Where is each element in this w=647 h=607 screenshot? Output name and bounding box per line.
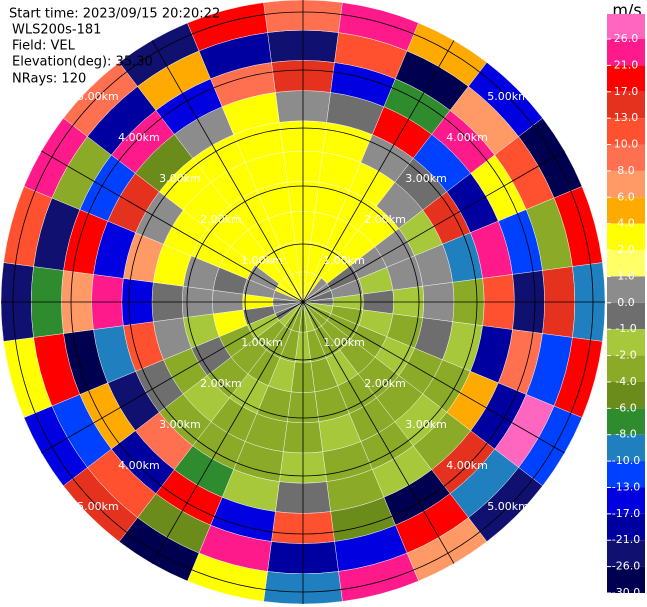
colorbar-segment	[607, 39, 645, 66]
colorbar-segment	[607, 197, 645, 224]
range-ring	[12, 11, 594, 593]
range-ring-label: 5.00km	[77, 90, 119, 103]
header-line: Start time: 2023/09/15 20:20:22	[9, 7, 220, 22]
colorbar-segment	[607, 250, 645, 277]
colorbar-tick-label: 13.0	[614, 111, 639, 124]
range-ring-label: 5.00km	[77, 500, 119, 513]
colorbar-segment	[607, 381, 645, 409]
range-ring-label: 3.00km	[159, 172, 201, 185]
colorbar-segment	[607, 513, 645, 541]
colorbar-segment	[607, 540, 645, 567]
colorbar-tick-label: 17.0	[614, 85, 639, 98]
colorbar-segment	[607, 487, 645, 514]
colorbar-tick-label: -21.0	[612, 533, 640, 546]
colorbar-tick-label: 21.0	[614, 58, 639, 71]
colorbar-tick-label: -10.0	[612, 454, 640, 467]
range-ring-label: 1.00km	[323, 336, 365, 349]
colorbar-segment	[607, 434, 645, 462]
colorbar-tick-label: 26.0	[614, 32, 639, 45]
colorbar-segment	[607, 91, 645, 119]
colorbar-segment	[607, 355, 645, 382]
range-ring-label: 5.00km	[487, 500, 529, 513]
colorbar-segment	[607, 461, 645, 488]
colorbar-tick-label: 10.0	[614, 138, 639, 151]
colorbar-tick-label: 6.0	[617, 190, 635, 203]
colorbar-tick-label: -30.0	[612, 586, 640, 599]
colorbar-tick-label: 8.0	[617, 164, 635, 177]
colorbar-tick-label: 2.0	[617, 243, 635, 256]
range-ring-label: 3.00km	[405, 418, 447, 431]
colorbar-segment	[607, 170, 645, 198]
colorbar-segment	[607, 276, 645, 303]
colorbar-tick-label: -17.0	[612, 507, 640, 520]
colorbar-tick-label: -13.0	[612, 480, 640, 493]
range-ring-label: 1.00km	[241, 254, 283, 267]
colorbar-tick-label: -26.0	[612, 560, 640, 573]
colorbar-segment	[607, 144, 645, 171]
colorbar-segment	[607, 329, 645, 356]
range-ring-label: 1.00km	[323, 254, 365, 267]
colorbar-segment	[607, 14, 645, 39]
range-ring-label: 4.00km	[118, 459, 160, 472]
colorbar-tick-label: -1.0	[615, 322, 636, 335]
overlay: 1.00km 1.00km 1.00km 1.00km 2.00km 2.00km 2.00…	[1, 0, 605, 604]
header-line: NRays: 120	[12, 72, 86, 87]
range-ring-label: 2.00km	[200, 213, 242, 226]
header-line: WLS200s-181	[12, 23, 101, 38]
range-gate	[187, 2, 268, 52]
colorbar-segment	[607, 223, 645, 251]
colorbar-segment	[607, 65, 645, 92]
colorbar-tick-label: -4.0	[615, 375, 636, 388]
colorbar-segment	[607, 118, 645, 145]
range-ring	[70, 69, 536, 535]
colorbar-segment	[607, 566, 645, 593]
colorbar-segment	[607, 408, 645, 435]
range-ring-label: 3.00km	[405, 172, 447, 185]
range-ring-label: 4.00km	[118, 131, 160, 144]
range-ring	[128, 127, 478, 477]
colorbar-segment	[607, 302, 645, 330]
range-ring	[244, 243, 362, 361]
range-ring-label: 2.00km	[364, 377, 406, 390]
azimuth-line	[151, 40, 455, 564]
range-ring-label: 1.00km	[241, 336, 283, 349]
range-ring-label: 4.00km	[446, 459, 488, 472]
range-ring	[186, 185, 420, 419]
colorbar-tick-label: -6.0	[615, 401, 636, 414]
header-line: Elevation(deg): 35.30	[12, 55, 153, 70]
colorbar-tick-label: -2.0	[615, 349, 636, 362]
colorbar-tick-label: 4.0	[617, 217, 635, 230]
range-ring-label: 4.00km	[446, 131, 488, 144]
range-ring-label: 3.00km	[159, 418, 201, 431]
range-ring-label: 2.00km	[200, 377, 242, 390]
header-line: Field: VEL	[12, 39, 76, 54]
colorbar-tick-label: 0.0	[617, 296, 635, 309]
range-ring-label: 2.00km	[364, 213, 406, 226]
colorbar-tick-label: -8.0	[615, 428, 636, 441]
colorbar-tick-label: 1.0	[617, 269, 635, 282]
range-ring-label: 5.00km	[487, 90, 529, 103]
